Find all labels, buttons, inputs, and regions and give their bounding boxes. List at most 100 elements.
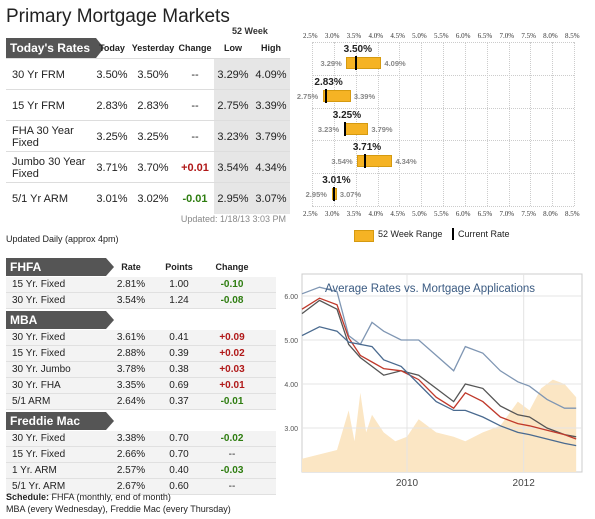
loan-type: 30 Yr. Fixed <box>12 332 66 343</box>
range-gridline <box>574 42 575 206</box>
range-high-label: 3.39% <box>353 91 376 101</box>
rate-change: -- <box>191 100 199 112</box>
range-low-label: 2.75% <box>296 91 319 101</box>
rate-low: 3.23% <box>217 131 249 143</box>
range-gridline <box>421 42 423 206</box>
cell-rate: 3.54% <box>116 295 146 306</box>
range-tick-label: 8.0% <box>543 210 558 218</box>
rate-high: 4.09% <box>255 69 287 81</box>
cell-rate: 2.88% <box>116 348 146 359</box>
table-row: 30 Yr. Fixed 3.38% 0.70 -0.02 <box>6 431 276 447</box>
rate-low: 2.95% <box>217 193 249 205</box>
series-line-2 <box>301 297 577 440</box>
range-tick-label: 7.0% <box>499 210 515 218</box>
range-low-label: 3.29% <box>320 59 342 68</box>
rate-high: 3.39% <box>255 100 287 112</box>
series-line-0 <box>301 286 577 409</box>
cell-points: 0.41 <box>169 332 189 343</box>
cell-points: 0.70 <box>169 449 189 460</box>
cell-change: +0.03 <box>219 364 245 375</box>
range-row-divider <box>312 140 574 142</box>
range-tick-label: 5.5% <box>434 210 449 218</box>
table-row: 30 Yr. FHA 3.35% 0.69 +0.01 <box>6 378 276 394</box>
rate-row: 15 Yr FRM 2.83% 2.83% -- 2.75% 3.39% <box>6 89 290 121</box>
range-tick-label: 2.5% <box>303 210 318 218</box>
loan-type: 30 Yr. Jumbo <box>12 364 71 375</box>
range-row-divider <box>312 206 574 207</box>
range-tick-label: 8.0% <box>543 32 558 40</box>
cell-rate: 3.61% <box>116 332 146 343</box>
range-gridline <box>508 42 510 206</box>
range-row-divider <box>312 173 574 175</box>
range-tick-label: 7.5% <box>521 32 536 40</box>
range-high-label: 4.34% <box>395 157 417 167</box>
rate-yesterday: 2.83% <box>137 100 169 112</box>
range-row-divider <box>312 107 574 109</box>
loan-type: 15 Yr. Fixed <box>12 279 66 290</box>
range-bar <box>322 89 351 102</box>
range-bar <box>346 57 382 69</box>
cell-points: 0.38 <box>169 364 189 375</box>
rate-name: 5/1 Yr ARM <box>12 193 69 205</box>
range-tick-label: 6.5% <box>477 210 493 218</box>
loan-type: 5/1 ARM <box>12 396 51 407</box>
rate-name: 30 Yr FRM <box>12 69 65 81</box>
loan-type: 15 Yr. Fixed <box>12 449 66 460</box>
range-tick-label: 8.5% <box>565 210 580 218</box>
range-low-label: 3.23% <box>317 124 340 134</box>
rate-high: 3.79% <box>255 131 287 143</box>
range-tick-label: 3.5% <box>346 210 362 218</box>
current-rate-marker <box>363 154 366 169</box>
legend-range-swatch <box>354 230 374 242</box>
range-low-label: 3.54% <box>331 157 353 167</box>
rate-low: 2.75% <box>217 100 249 112</box>
range-gridline <box>443 42 444 206</box>
range-tick-label: 4.5% <box>390 210 405 218</box>
cell-points: 0.60 <box>169 481 189 492</box>
rate-yesterday: 3.02% <box>137 193 169 205</box>
table-row: 15 Yr. Fixed 2.81% 1.00 -0.10 <box>6 277 276 293</box>
current-rate-marker <box>333 187 336 202</box>
rate-row: 30 Yr FRM 3.50% 3.50% -- 3.29% 4.09% <box>6 58 290 90</box>
cell-points: 0.40 <box>169 465 189 476</box>
todays-rates-header: Today's Rates Today Yesterday Change Low… <box>6 38 290 58</box>
range-gridline <box>399 42 401 206</box>
range-tick-label: 6.0% <box>455 210 471 218</box>
table-row: 5/1 Yr. ARM 2.67% 0.60 -- <box>6 479 276 495</box>
update-frequency-note: Updated Daily (approx 4pm) <box>6 234 119 244</box>
range-row-divider <box>312 42 574 43</box>
week52-shade <box>214 58 290 214</box>
series-line-3 <box>301 326 577 447</box>
legend-current-label: Current Rate <box>458 229 510 239</box>
cell-points: 1.00 <box>169 279 189 290</box>
cell-change: +0.02 <box>219 348 245 359</box>
col-low: Low <box>224 43 242 53</box>
rate-today: 2.83% <box>96 100 128 112</box>
table-row: 30 Yr. Fixed 3.54% 1.24 -0.08 <box>6 293 276 309</box>
col-change: Change <box>178 43 212 53</box>
range-tick-label: 4.0% <box>368 210 384 218</box>
schedule-label: Schedule: <box>6 492 50 502</box>
y-tick-label: 3.00 <box>284 426 298 433</box>
cell-rate: 3.35% <box>116 380 146 391</box>
range-tick-label: 7.5% <box>521 210 536 218</box>
current-rate-marker <box>343 121 346 136</box>
range-tick-label: 3.5% <box>346 32 362 40</box>
range-tick-label: 5.0% <box>412 210 427 218</box>
rate-today: 3.25% <box>96 131 128 143</box>
table-row: 15 Yr. Fixed 2.66% 0.70 -- <box>6 447 276 463</box>
rate-today: 3.71% <box>96 162 128 174</box>
range-tick-label: 7.0% <box>499 32 515 40</box>
loan-type: 30 Yr. Fixed <box>12 295 66 306</box>
y-tick-label: 4.00 <box>284 382 298 389</box>
series-line-1 <box>301 299 577 438</box>
todays-rates-label: Today's Rates <box>6 38 104 58</box>
range-gridline <box>464 42 466 206</box>
rate-change: -0.01 <box>182 193 208 205</box>
col-points: Points <box>165 262 193 272</box>
legend-current-swatch <box>452 228 454 240</box>
rate-name: FHA 30 Year Fixed <box>12 125 74 149</box>
range-gridline <box>333 42 335 206</box>
current-rate-marker <box>354 56 357 70</box>
todays-rates-table: Today's Rates Today Yesterday Change Low… <box>6 38 290 230</box>
